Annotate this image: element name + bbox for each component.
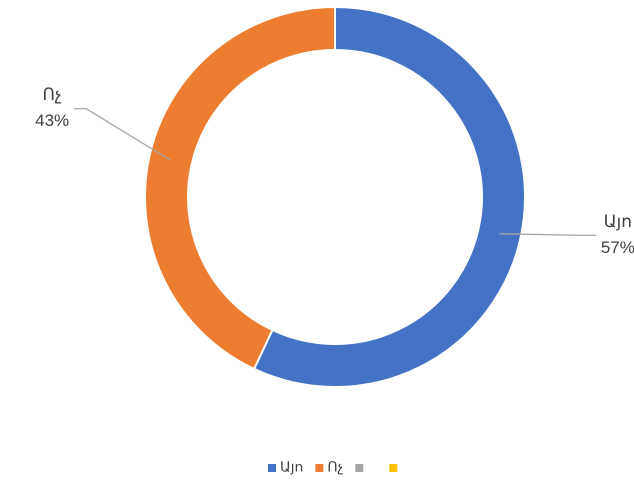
data-label-value: 43%	[35, 111, 69, 130]
leader-line	[499, 233, 596, 237]
legend-swatch	[355, 464, 364, 472]
legend-label: Այո	[280, 459, 303, 475]
data-label-name: Այո	[604, 212, 632, 231]
legend-label: Ոչ	[327, 459, 343, 475]
legend-swatch	[268, 464, 276, 472]
legend-swatch	[389, 464, 398, 472]
leader-line	[74, 107, 171, 161]
data-label-name: Ոչ	[42, 85, 61, 104]
data-label-value: 57%	[601, 238, 634, 257]
donut-slice	[144, 5, 336, 371]
donut-slice	[252, 5, 526, 388]
legend-swatch	[315, 464, 324, 472]
